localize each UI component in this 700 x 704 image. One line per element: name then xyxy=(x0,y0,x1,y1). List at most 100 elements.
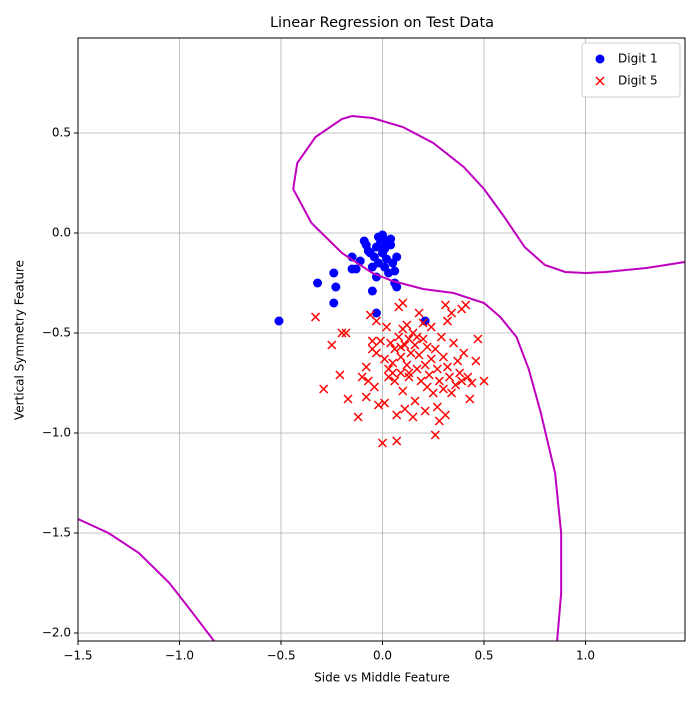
point xyxy=(363,246,373,256)
point xyxy=(451,380,461,390)
y-tick-label: 0.0 xyxy=(52,226,71,240)
y-axis-label: Vertical Symmetry Feature xyxy=(13,260,27,420)
point xyxy=(319,384,329,394)
point xyxy=(335,370,345,380)
plot-frame xyxy=(77,37,686,642)
point xyxy=(414,350,424,360)
point xyxy=(367,336,377,346)
legend-box xyxy=(581,42,681,98)
point xyxy=(459,348,469,358)
point xyxy=(371,316,381,326)
point xyxy=(444,372,455,382)
y-tick-label: −1.0 xyxy=(42,426,71,440)
y-tick-label: −2.0 xyxy=(42,626,71,640)
point xyxy=(331,282,341,292)
point xyxy=(410,340,420,350)
point xyxy=(408,412,418,422)
point xyxy=(473,334,483,344)
point xyxy=(418,334,428,344)
chart-title: Linear Regression on Test Data xyxy=(270,15,494,31)
point xyxy=(430,430,440,440)
decision-boundary xyxy=(78,114,685,641)
point xyxy=(353,412,363,422)
point xyxy=(392,436,402,446)
point xyxy=(392,252,402,262)
point xyxy=(382,322,392,332)
point xyxy=(390,344,400,354)
point xyxy=(426,322,436,332)
x-axis-label: Side vs Middle Feature xyxy=(314,671,450,685)
x-tick-label: −0.5 xyxy=(266,649,295,663)
point xyxy=(440,410,450,420)
point xyxy=(357,372,367,382)
point xyxy=(449,338,459,348)
point xyxy=(424,370,434,380)
point xyxy=(341,328,351,338)
point xyxy=(361,392,371,402)
point xyxy=(410,396,420,406)
point xyxy=(412,332,422,342)
x-tick-label: −1.0 xyxy=(165,649,194,663)
point xyxy=(461,300,471,310)
point xyxy=(426,354,436,364)
point xyxy=(310,312,321,322)
y-tick-label: −1.5 xyxy=(42,526,71,540)
point xyxy=(412,364,422,374)
point xyxy=(396,342,406,352)
y-tick-label: −0.5 xyxy=(42,326,71,340)
point xyxy=(432,402,442,412)
point xyxy=(398,386,408,396)
point xyxy=(447,308,457,318)
x-tick-label: 1.0 xyxy=(576,649,595,663)
point xyxy=(313,278,323,288)
x-tick-label: −1.5 xyxy=(63,649,92,663)
point xyxy=(337,328,347,338)
point xyxy=(351,264,361,274)
point xyxy=(373,400,383,410)
legend-marker xyxy=(595,76,605,86)
plot-area xyxy=(78,114,685,641)
point xyxy=(422,342,432,352)
point xyxy=(434,376,444,386)
point xyxy=(420,406,430,416)
point xyxy=(447,388,457,398)
x-tick-label: 0.5 xyxy=(474,649,493,663)
point xyxy=(430,344,440,354)
point xyxy=(343,394,353,404)
point xyxy=(404,368,414,378)
point xyxy=(438,384,448,394)
point xyxy=(402,320,412,330)
point xyxy=(438,352,448,362)
point xyxy=(404,372,414,382)
point xyxy=(390,266,400,276)
point xyxy=(398,298,408,308)
point xyxy=(371,348,381,358)
point xyxy=(361,362,371,372)
point xyxy=(392,410,402,420)
point xyxy=(394,332,404,342)
point xyxy=(380,354,390,364)
point xyxy=(428,388,438,398)
point xyxy=(371,242,381,252)
legend-label: Digit 5 xyxy=(618,74,658,88)
point xyxy=(406,348,416,358)
point xyxy=(471,356,481,366)
point xyxy=(467,378,477,388)
point xyxy=(396,352,406,362)
point xyxy=(386,234,396,244)
point xyxy=(378,248,388,258)
point xyxy=(455,368,465,378)
point xyxy=(388,358,398,368)
point xyxy=(375,336,386,346)
point xyxy=(402,360,412,370)
point xyxy=(396,368,406,378)
point xyxy=(465,394,475,404)
point xyxy=(392,282,402,292)
point xyxy=(436,332,446,342)
point xyxy=(418,318,428,328)
point xyxy=(327,340,337,350)
point xyxy=(377,438,388,448)
point xyxy=(479,376,489,386)
